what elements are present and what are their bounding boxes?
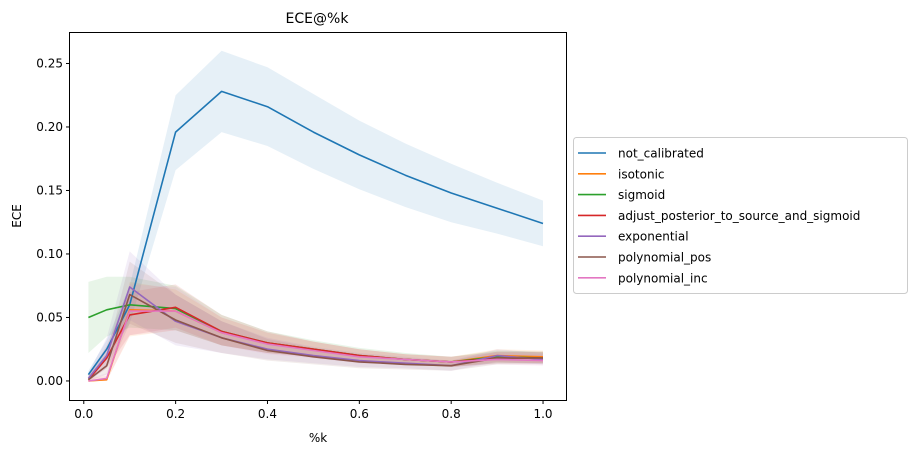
legend-label-adjust_posterior_to_source_and_sigmoid: adjust_posterior_to_source_and_sigmoid xyxy=(618,209,860,223)
series-lines xyxy=(87,90,544,382)
legend-frame xyxy=(573,137,908,294)
x-tick-label: 0.2 xyxy=(166,407,185,421)
y-axis-ticks: 0.00 0.05 0.10 0.15 0.20 0.25 xyxy=(36,56,70,388)
y-tick-label: 0.15 xyxy=(36,183,63,197)
y-tick-label: 0.20 xyxy=(36,120,63,134)
band-isotonic xyxy=(88,281,544,381)
plot-frame xyxy=(69,32,567,401)
x-tick-label: 1.0 xyxy=(533,407,552,421)
legend-label-not_calibrated: not_calibrated xyxy=(618,147,704,161)
legend-label-sigmoid: sigmoid xyxy=(618,188,665,202)
x-tick-label: 0.6 xyxy=(350,407,369,421)
y-axis-label: ECE xyxy=(10,204,24,228)
band-exponential xyxy=(88,251,544,381)
line-not_calibrated xyxy=(87,90,544,376)
y-tick-label: 0.00 xyxy=(36,374,63,388)
y-tick-label: 0.25 xyxy=(36,56,63,70)
legend-label-polynomial_inc: polynomial_inc xyxy=(618,271,708,285)
line-polynomial_pos xyxy=(87,293,543,381)
legend: not_calibrated isotonic sigmoid adjust_post… xyxy=(573,137,908,294)
x-tick-label: 0.0 xyxy=(74,407,93,421)
line-polynomial_inc xyxy=(88,310,544,382)
x-tick-label: 0.8 xyxy=(442,407,461,421)
x-tick-label: 0.4 xyxy=(258,407,277,421)
band-polynomial_inc xyxy=(88,284,544,381)
y-tick-label: 0.05 xyxy=(36,310,63,324)
chart-title: ECE@%k xyxy=(286,11,350,27)
legend-label-isotonic: isotonic xyxy=(618,167,665,181)
confidence-bands xyxy=(88,50,544,381)
band-not_calibrated xyxy=(88,50,544,379)
band-adjust_posterior_to_source_and_sigmoid xyxy=(88,284,544,381)
legend-label-exponential: exponential xyxy=(618,230,689,244)
y-tick-label: 0.10 xyxy=(36,247,63,261)
x-axis-ticks: 0.0 0.2 0.4 0.6 0.8 1.0 xyxy=(74,400,553,421)
x-axis-label: %k xyxy=(309,431,327,445)
legend-label-polynomial_pos: polynomial_pos xyxy=(618,251,711,265)
